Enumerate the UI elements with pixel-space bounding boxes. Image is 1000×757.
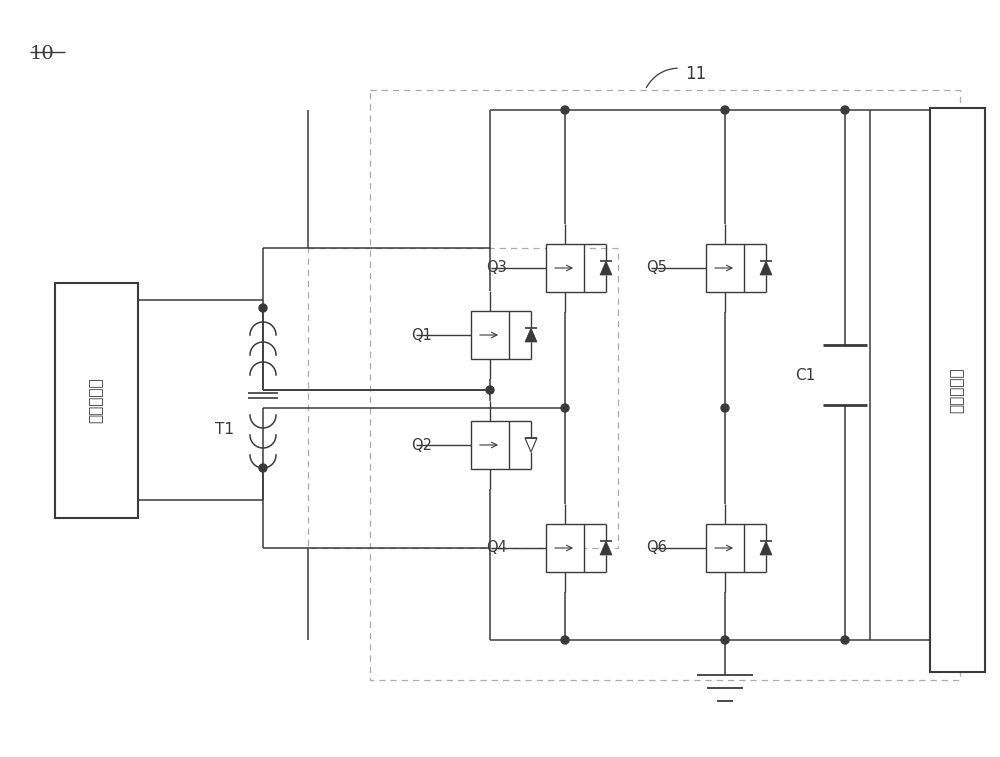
Bar xyxy=(55,283,138,518)
Bar xyxy=(471,311,509,359)
Polygon shape xyxy=(525,328,537,342)
Polygon shape xyxy=(600,541,612,555)
Text: 第一连接端: 第一连接端 xyxy=(88,377,104,423)
Text: 10: 10 xyxy=(30,45,55,63)
Text: 11: 11 xyxy=(685,65,706,83)
Text: Q1: Q1 xyxy=(411,328,432,342)
Polygon shape xyxy=(760,261,772,275)
Circle shape xyxy=(486,386,494,394)
Text: 第二连接端: 第二连接端 xyxy=(950,367,964,413)
Circle shape xyxy=(721,404,729,412)
Circle shape xyxy=(561,636,569,644)
Text: Q2: Q2 xyxy=(411,438,432,453)
Bar xyxy=(706,524,744,572)
Polygon shape xyxy=(600,261,612,275)
Circle shape xyxy=(721,106,729,114)
Circle shape xyxy=(561,106,569,114)
Polygon shape xyxy=(525,438,537,452)
Bar xyxy=(546,244,584,292)
Bar xyxy=(706,244,744,292)
Bar xyxy=(546,524,584,572)
Text: T1: T1 xyxy=(215,422,234,438)
Text: C1: C1 xyxy=(795,367,815,382)
Text: Q4: Q4 xyxy=(486,540,507,556)
Bar xyxy=(930,108,985,672)
Circle shape xyxy=(841,106,849,114)
Polygon shape xyxy=(760,541,772,555)
Bar xyxy=(471,421,509,469)
Text: Q3: Q3 xyxy=(486,260,507,276)
Circle shape xyxy=(721,636,729,644)
Circle shape xyxy=(561,404,569,412)
Circle shape xyxy=(841,636,849,644)
Circle shape xyxy=(259,464,267,472)
Text: Q6: Q6 xyxy=(646,540,667,556)
Circle shape xyxy=(259,304,267,312)
Text: Q5: Q5 xyxy=(646,260,667,276)
